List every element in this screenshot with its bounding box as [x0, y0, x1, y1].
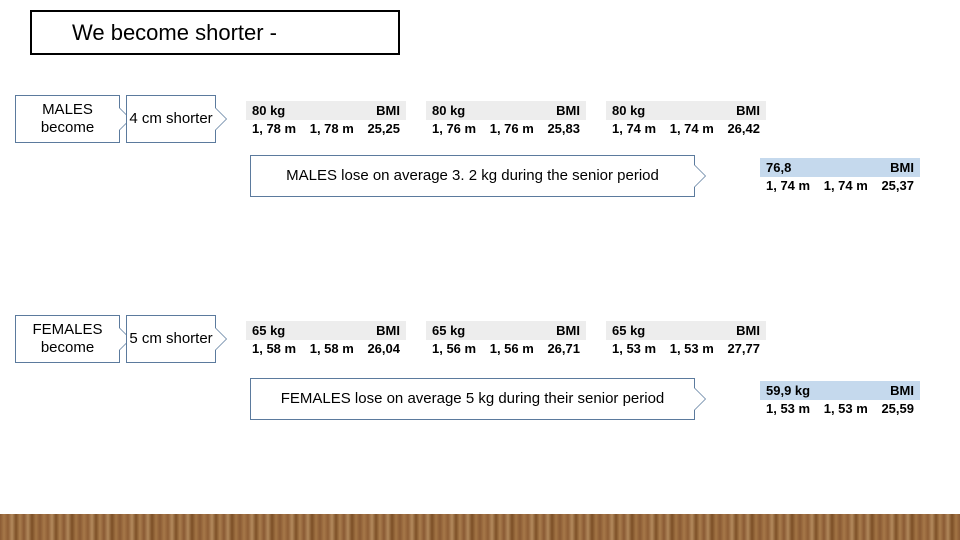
females-summary-card: 59,9 kg BMI 1, 53 m 1, 53 m 25,59 [760, 381, 920, 417]
males-shortening: 4 cm shorter [126, 95, 216, 143]
females-card-2: 65 kg BMI 1, 53 m 1, 53 m 27,77 [606, 321, 766, 357]
card-bmi: 25,83 [547, 121, 580, 136]
card-h1: 1, 74 m [612, 121, 656, 136]
card-bmi: 26,71 [547, 341, 580, 356]
card-weight: 65 kg [612, 323, 645, 338]
males-note: MALES lose on average 3. 2 kg during the… [250, 155, 695, 197]
card-bmi-label: BMI [890, 160, 914, 175]
card-h1: 1, 78 m [252, 121, 296, 136]
card-h1: 1, 76 m [432, 121, 476, 136]
card-bmi-label: BMI [556, 323, 580, 338]
males-label: MALES become [15, 95, 120, 143]
males-card-2: 80 kg BMI 1, 74 m 1, 74 m 26,42 [606, 101, 766, 137]
card-weight: 80 kg [612, 103, 645, 118]
card-bmi: 25,37 [881, 178, 914, 193]
card-bmi-label: BMI [890, 383, 914, 398]
card-weight: 65 kg [252, 323, 285, 338]
card-bmi-label: BMI [376, 323, 400, 338]
card-bmi: 26,04 [367, 341, 400, 356]
males-summary-card: 76,8 BMI 1, 74 m 1, 74 m 25,37 [760, 158, 920, 194]
card-weight: 80 kg [252, 103, 285, 118]
card-h2: 1, 53 m [670, 341, 714, 356]
card-bmi-label: BMI [736, 103, 760, 118]
card-h1: 1, 58 m [252, 341, 296, 356]
females-card-0: 65 kg BMI 1, 58 m 1, 58 m 26,04 [246, 321, 406, 357]
males-row: MALES become 4 cm shorter 80 kg BMI 1, 78… [15, 95, 766, 143]
card-bmi: 25,59 [881, 401, 914, 416]
card-bmi-label: BMI [556, 103, 580, 118]
card-h2: 1, 78 m [310, 121, 354, 136]
females-shortening: 5 cm shorter [126, 315, 216, 363]
card-bmi-label: BMI [736, 323, 760, 338]
card-h1: 1, 56 m [432, 341, 476, 356]
card-bmi-label: BMI [376, 103, 400, 118]
card-bmi: 26,42 [727, 121, 760, 136]
card-weight: 76,8 [766, 160, 791, 175]
card-h1: 1, 53 m [612, 341, 656, 356]
males-card-1: 80 kg BMI 1, 76 m 1, 76 m 25,83 [426, 101, 586, 137]
card-weight: 59,9 kg [766, 383, 810, 398]
card-h2: 1, 76 m [490, 121, 534, 136]
females-row: FEMALES become 5 cm shorter 65 kg BMI 1, … [15, 315, 766, 363]
females-label: FEMALES become [15, 315, 120, 363]
card-h2: 1, 56 m [490, 341, 534, 356]
card-h2: 1, 53 m [824, 401, 868, 416]
females-note-row: FEMALES lose on average 5 kg during thei… [250, 378, 920, 420]
card-bmi: 27,77 [727, 341, 760, 356]
footer-texture [0, 514, 960, 540]
card-weight: 80 kg [432, 103, 465, 118]
card-h2: 1, 58 m [310, 341, 354, 356]
card-h2: 1, 74 m [670, 121, 714, 136]
females-note: FEMALES lose on average 5 kg during thei… [250, 378, 695, 420]
males-note-row: MALES lose on average 3. 2 kg during the… [250, 155, 920, 197]
card-weight: 65 kg [432, 323, 465, 338]
title: We become shorter - [30, 10, 400, 55]
card-h1: 1, 74 m [766, 178, 810, 193]
males-card-0: 80 kg BMI 1, 78 m 1, 78 m 25,25 [246, 101, 406, 137]
card-h2: 1, 74 m [824, 178, 868, 193]
card-bmi: 25,25 [367, 121, 400, 136]
females-card-1: 65 kg BMI 1, 56 m 1, 56 m 26,71 [426, 321, 586, 357]
card-h1: 1, 53 m [766, 401, 810, 416]
